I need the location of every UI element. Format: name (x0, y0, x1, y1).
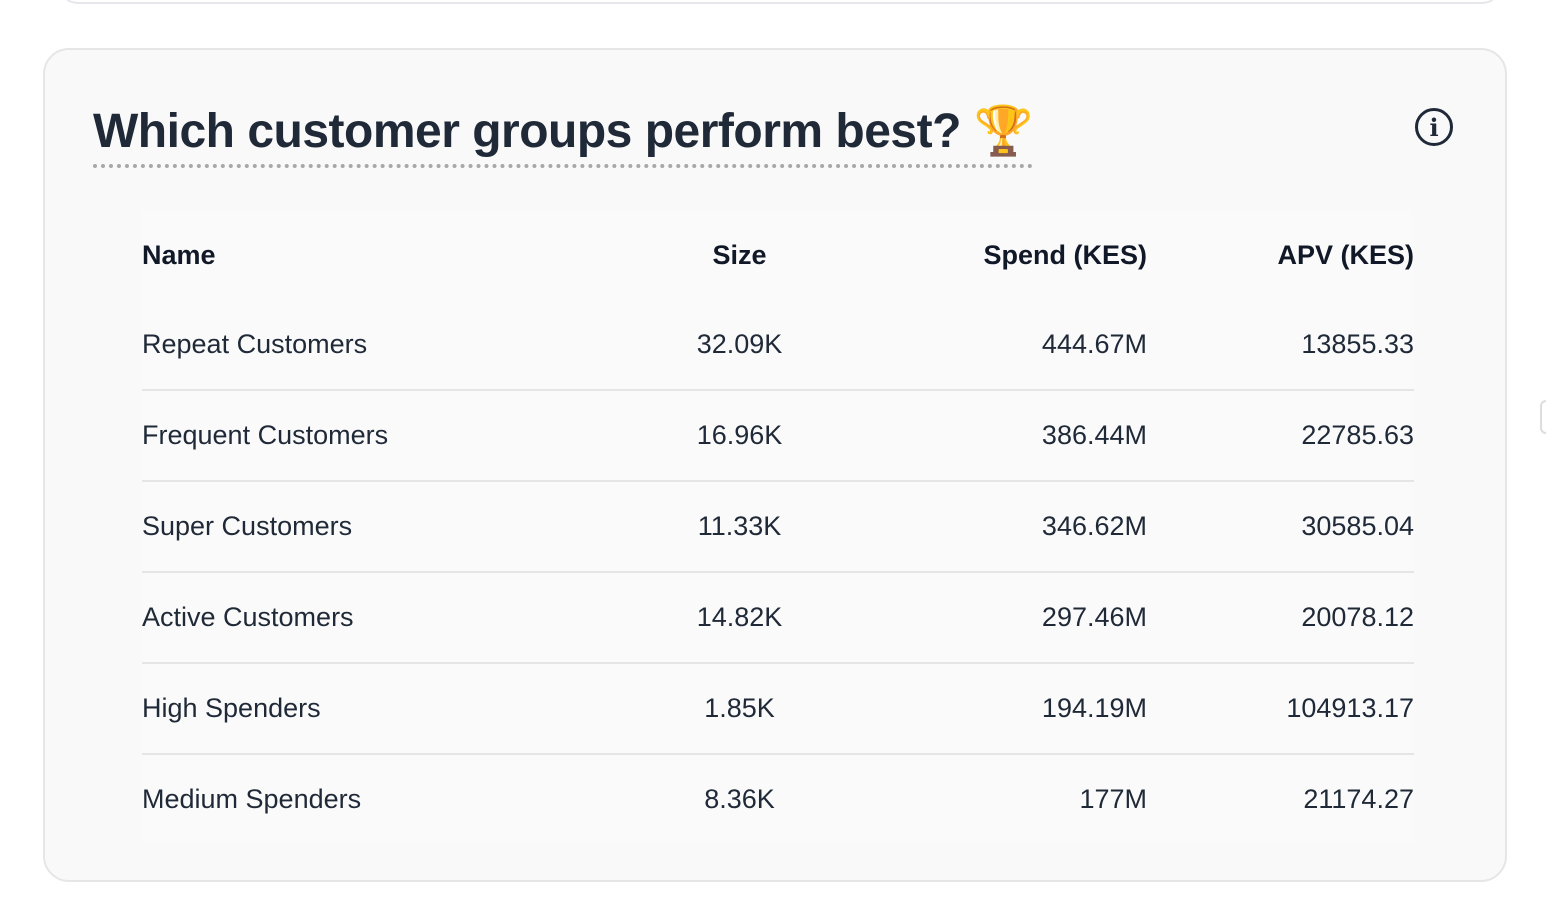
cell-size: 1.85K (592, 662, 887, 754)
cell-size: 32.09K (696, 329, 783, 359)
cell-spend: 194.19M (887, 662, 1147, 754)
cell-spend: 346.62M (887, 480, 1147, 572)
customer-groups-card: Which customer groups perform best? 🏆 i … (43, 48, 1507, 882)
table-row[interactable]: Frequent Customers 16.96K 386.44M 22785.63 (142, 389, 1414, 481)
cell-name: Repeat Customers (142, 329, 368, 359)
header-spend[interactable]: Spend (KES) (983, 239, 1147, 270)
side-tab[interactable] (1540, 400, 1546, 434)
cell-size: 8.36K (592, 753, 887, 844)
info-icon[interactable]: i (1415, 108, 1453, 146)
card-title: Which customer groups perform best? 🏆 (93, 102, 1034, 168)
header-apv[interactable]: APV (KES) (1277, 239, 1414, 270)
table-row[interactable]: High Spenders 1.85K 194.19M 104913.17 (142, 662, 1414, 754)
cell-name: Super Customers (142, 480, 592, 572)
cell-apv: 21174.27 (1147, 753, 1414, 844)
cell-apv: 13855.33 (1301, 329, 1414, 359)
cell-size: 14.82K (592, 571, 887, 663)
cell-spend: 297.46M (887, 571, 1147, 663)
table-row[interactable]: Super Customers 11.33K 346.62M 30585.04 (142, 480, 1414, 572)
header-size[interactable]: Size (712, 239, 767, 270)
cell-name: Active Customers (142, 571, 592, 663)
previous-card (58, 0, 1502, 4)
table-row[interactable]: Medium Spenders 8.36K 177M 21174.27 (142, 753, 1414, 844)
cell-spend: 177M (887, 753, 1147, 844)
cell-name: Medium Spenders (142, 753, 592, 844)
cell-apv: 20078.12 (1147, 571, 1414, 663)
cell-spend: 386.44M (887, 389, 1147, 481)
customer-groups-table: Name Size Spend (KES) APV (KES) Repeat C… (142, 210, 1414, 844)
table-row[interactable]: Active Customers 14.82K 297.46M 20078.12 (142, 571, 1414, 663)
table-row[interactable]: Repeat Customers 32.09K 444.67M 13855.33 (142, 300, 1414, 390)
cell-name: High Spenders (142, 662, 592, 754)
cell-name: Frequent Customers (142, 389, 592, 481)
cell-apv: 30585.04 (1147, 480, 1414, 572)
header-name[interactable]: Name (142, 239, 216, 270)
table-header-row: Name Size Spend (KES) APV (KES) (142, 210, 1414, 300)
trophy-icon: 🏆 (973, 105, 1034, 158)
cell-size: 16.96K (592, 389, 887, 481)
card-title-text: Which customer groups perform best? (93, 105, 961, 158)
cell-apv: 22785.63 (1147, 389, 1414, 481)
cell-spend: 444.67M (1041, 329, 1147, 359)
cell-size: 11.33K (592, 480, 887, 572)
cell-apv: 104913.17 (1147, 662, 1414, 754)
